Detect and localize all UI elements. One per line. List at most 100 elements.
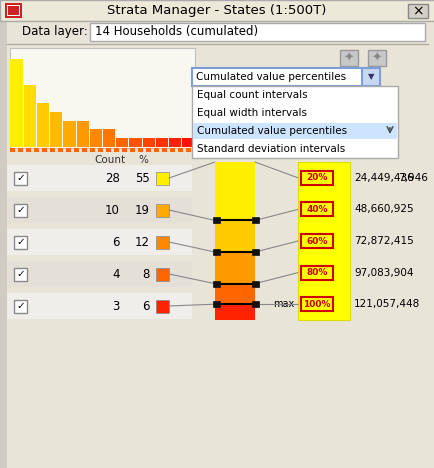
Bar bbox=[129, 138, 141, 147]
Bar bbox=[407, 4, 427, 18]
Text: 8: 8 bbox=[142, 268, 150, 280]
Bar bbox=[114, 148, 119, 152]
Text: ✓: ✓ bbox=[16, 269, 25, 279]
Bar bbox=[14, 172, 27, 185]
Bar bbox=[251, 249, 258, 255]
Text: ✦: ✦ bbox=[371, 51, 381, 65]
Text: ✓: ✓ bbox=[16, 237, 25, 247]
Bar bbox=[42, 148, 47, 152]
Bar bbox=[50, 148, 55, 152]
Bar bbox=[18, 148, 23, 152]
Text: 12: 12 bbox=[135, 235, 150, 249]
Bar bbox=[98, 148, 103, 152]
Text: 80%: 80% bbox=[306, 268, 327, 277]
Text: ✓: ✓ bbox=[16, 301, 25, 311]
Bar bbox=[300, 171, 332, 185]
Bar bbox=[214, 304, 254, 320]
Bar bbox=[213, 249, 220, 255]
Text: Equal count intervals: Equal count intervals bbox=[197, 90, 307, 100]
Bar bbox=[156, 204, 169, 217]
Bar bbox=[156, 236, 169, 249]
Text: 97,083,904: 97,083,904 bbox=[353, 268, 413, 278]
Text: %: % bbox=[138, 155, 148, 165]
Bar bbox=[82, 148, 87, 152]
Bar bbox=[251, 301, 258, 307]
Bar bbox=[193, 123, 396, 139]
Text: Cumulated value percentiles: Cumulated value percentiles bbox=[196, 72, 345, 82]
Bar bbox=[7, 293, 191, 319]
Bar bbox=[37, 103, 49, 147]
Bar bbox=[214, 162, 254, 220]
Bar bbox=[178, 148, 183, 152]
Bar bbox=[90, 148, 95, 152]
Bar bbox=[142, 138, 155, 147]
Bar bbox=[213, 301, 220, 307]
Bar bbox=[146, 148, 151, 152]
Bar bbox=[0, 0, 434, 21]
Bar bbox=[50, 112, 62, 147]
Bar bbox=[156, 172, 169, 185]
Text: ▼: ▼ bbox=[367, 73, 373, 81]
Bar bbox=[170, 148, 174, 152]
Text: Count: Count bbox=[94, 155, 125, 165]
Bar bbox=[214, 220, 254, 252]
Text: 19: 19 bbox=[135, 204, 150, 217]
Text: 60%: 60% bbox=[306, 236, 327, 246]
Bar bbox=[14, 268, 27, 281]
Text: 14 Households (cumulated): 14 Households (cumulated) bbox=[95, 25, 257, 38]
Bar bbox=[74, 148, 79, 152]
Bar bbox=[106, 148, 111, 152]
Bar bbox=[367, 50, 385, 66]
Text: 55: 55 bbox=[135, 171, 150, 184]
Text: 6: 6 bbox=[112, 235, 120, 249]
Bar bbox=[300, 234, 332, 248]
Bar bbox=[26, 148, 31, 152]
Bar bbox=[34, 148, 39, 152]
Bar bbox=[0, 21, 7, 468]
Bar bbox=[14, 236, 27, 249]
Bar bbox=[339, 50, 357, 66]
Bar bbox=[0, 0, 434, 21]
Text: 24,449,436: 24,449,436 bbox=[353, 173, 413, 183]
Bar bbox=[14, 300, 27, 313]
Text: Standard deviation intervals: Standard deviation intervals bbox=[197, 144, 345, 154]
Bar bbox=[300, 202, 332, 216]
Bar bbox=[7, 197, 191, 223]
Text: 20%: 20% bbox=[306, 173, 327, 183]
Bar bbox=[7, 261, 191, 287]
Bar bbox=[103, 129, 115, 147]
Bar bbox=[182, 138, 194, 147]
Text: ✓: ✓ bbox=[16, 205, 25, 215]
Bar bbox=[130, 148, 135, 152]
Text: 100%: 100% bbox=[302, 300, 330, 309]
Bar bbox=[90, 23, 424, 41]
Text: max: max bbox=[272, 299, 293, 309]
Text: 72,872,415: 72,872,415 bbox=[353, 236, 413, 246]
Text: 28: 28 bbox=[105, 171, 120, 184]
Bar bbox=[300, 297, 332, 311]
Bar bbox=[138, 148, 143, 152]
Bar bbox=[300, 266, 332, 279]
Text: Strata Manager - States (1:500T): Strata Manager - States (1:500T) bbox=[107, 4, 326, 17]
Bar bbox=[251, 281, 258, 287]
Bar bbox=[5, 3, 22, 18]
Bar bbox=[66, 148, 71, 152]
Bar bbox=[76, 120, 89, 147]
Text: 10: 10 bbox=[105, 204, 120, 217]
Bar bbox=[361, 68, 379, 86]
Text: 6: 6 bbox=[142, 300, 150, 313]
Bar bbox=[89, 129, 102, 147]
Bar bbox=[156, 300, 169, 313]
Bar bbox=[7, 5, 20, 16]
Bar bbox=[24, 85, 36, 147]
Text: ✓: ✓ bbox=[16, 173, 25, 183]
Bar bbox=[191, 86, 397, 158]
Text: 7,946: 7,946 bbox=[397, 173, 427, 183]
Text: Equal width intervals: Equal width intervals bbox=[197, 108, 306, 118]
Text: ×: × bbox=[411, 4, 423, 18]
Text: Cumulated value percentiles: Cumulated value percentiles bbox=[197, 126, 346, 136]
Bar bbox=[154, 148, 159, 152]
Bar bbox=[122, 148, 127, 152]
Bar bbox=[297, 162, 349, 320]
Text: 48,660,925: 48,660,925 bbox=[353, 205, 413, 214]
